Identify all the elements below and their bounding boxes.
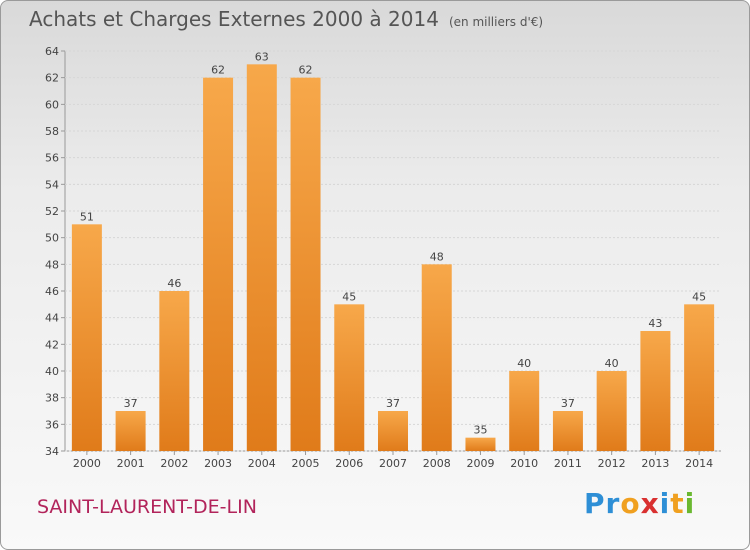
bar-2002 [159,291,190,451]
bar-2003 [203,77,234,452]
commune-name: SAINT-LAURENT-DE-LIN [37,496,257,518]
bar-2008 [421,264,452,451]
logo-letter: i [659,487,671,520]
data-label-2011: 37 [561,397,575,410]
x-tick-label-2006: 2006 [335,457,363,470]
chart-title: Achats et Charges Externes 2000 à 2014 (e… [29,7,543,31]
y-tick-label: 44 [45,312,59,325]
x-tick-label-2000: 2000 [73,457,101,470]
chart-title-text: Achats et Charges Externes 2000 à 2014 [29,7,439,31]
y-tick-label: 54 [45,178,59,191]
data-label-2009: 35 [473,424,487,437]
y-tick-label: 52 [45,205,59,218]
y-tick-label: 56 [45,152,59,165]
x-tick-label-2003: 2003 [204,457,232,470]
y-tick-label: 60 [45,98,59,111]
data-label-2004: 63 [255,50,269,63]
bar-2010 [509,371,540,451]
y-tick-label: 38 [45,392,59,405]
data-label-2001: 37 [124,397,138,410]
bar-2009 [465,437,496,451]
chart-subtitle: (en milliers d'€) [448,15,544,29]
x-tick-label-2004: 2004 [248,457,276,470]
logo-letter: x [640,487,660,520]
bar-2013 [640,331,671,451]
data-label-2008: 48 [430,250,444,263]
proxiti-logo: Proxiti [584,487,695,520]
x-tick-label-2005: 2005 [292,457,320,470]
bar-2001 [115,411,146,451]
bar-2007 [378,411,408,451]
x-tick-label-2007: 2007 [379,457,407,470]
x-tick-label-2002: 2002 [160,457,188,470]
data-label-2002: 46 [167,277,181,290]
logo-letter: P [584,487,606,520]
bar-2004 [246,64,277,452]
y-tick-label: 58 [45,125,59,138]
label-layer: 34 36 38 40 42 44 46 48 50 52 54 56 58 60 62 64 51 2000 37… [45,45,713,470]
y-tick-label: 62 [45,72,59,85]
x-tick-label-2014: 2014 [685,457,713,470]
bar-2006 [334,304,365,451]
bar-2000 [71,224,102,451]
bar-layer [71,64,715,452]
data-label-2007: 37 [386,397,400,410]
bar-2005 [290,77,321,452]
logo-letter: r [605,487,621,520]
y-tick-label: 48 [45,258,59,271]
y-tick-label: 40 [45,365,59,378]
x-tick-label-2013: 2013 [641,457,669,470]
logo-letter: i [684,487,696,520]
y-tick-label: 34 [45,445,59,458]
x-tick-label-2010: 2010 [510,457,538,470]
bar-2011 [552,411,583,451]
data-label-2013: 43 [648,317,662,330]
logo-letter: t [670,487,685,520]
bar-2014 [684,304,715,451]
y-tick-label: 46 [45,285,59,298]
y-tick-label: 50 [45,232,59,245]
x-tick-label-2008: 2008 [423,457,451,470]
data-label-2010: 40 [517,357,531,370]
bar-2012 [596,371,627,451]
y-tick-label: 36 [45,418,59,431]
data-label-2014: 45 [692,290,706,303]
data-label-2006: 45 [342,290,356,303]
data-label-2003: 62 [211,64,225,77]
x-tick-label-2011: 2011 [554,457,582,470]
data-label-2005: 62 [299,64,313,77]
y-tick-label: 42 [45,338,59,351]
y-tick-label: 64 [45,45,59,58]
logo-letter: o [620,487,641,520]
data-label-2012: 40 [605,357,619,370]
data-label-2000: 51 [80,210,94,223]
x-tick-label-2012: 2012 [598,457,626,470]
x-tick-label-2009: 2009 [466,457,494,470]
x-tick-label-2001: 2001 [117,457,145,470]
